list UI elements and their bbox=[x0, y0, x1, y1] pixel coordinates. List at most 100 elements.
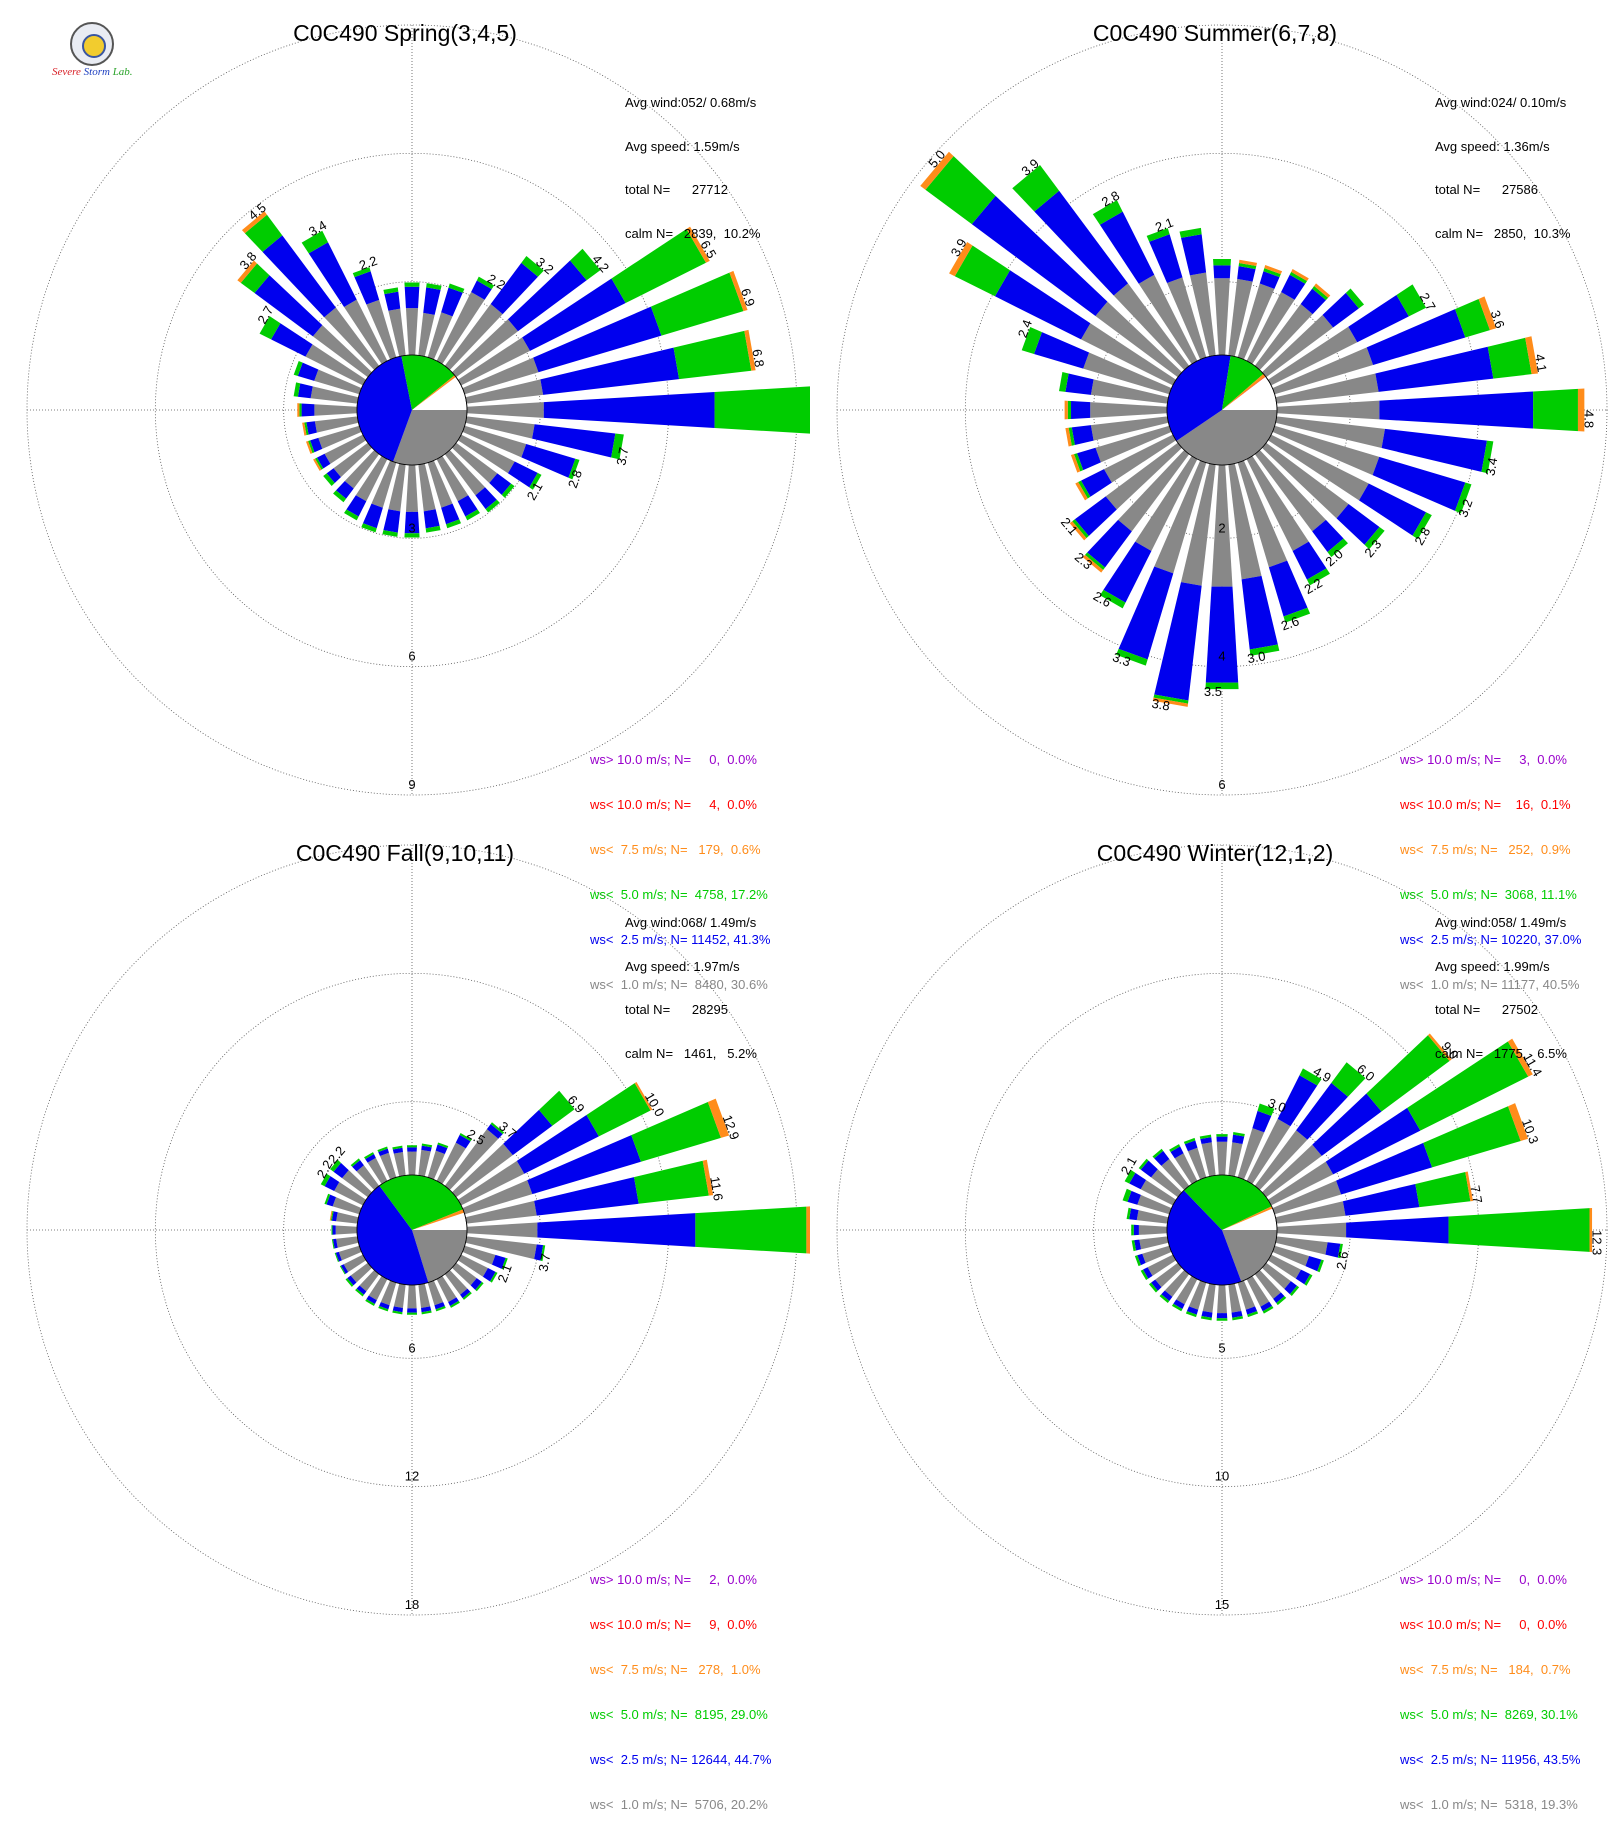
wind-bar-segment bbox=[335, 1225, 358, 1235]
wind-bar-segment bbox=[1231, 1310, 1243, 1318]
wind-bar-segment bbox=[465, 1236, 537, 1260]
speed-legend: ws> 10.0 m/s; N= 2, 0.0% ws< 10.0 m/s; N… bbox=[590, 1542, 771, 1842]
wind-bar-segment bbox=[920, 151, 954, 190]
chart-title: C0C490 Summer(6,7,8) bbox=[1092, 20, 1338, 46]
wind-bar-segment bbox=[490, 262, 538, 315]
stat-total: total N= 28295 bbox=[625, 1002, 728, 1017]
wind-bar-segment bbox=[1245, 1306, 1258, 1315]
ring-scale-label: 6 bbox=[408, 1340, 415, 1355]
bar-value-label: 2.6 bbox=[1333, 1250, 1351, 1270]
wind-bar-segment bbox=[1065, 427, 1072, 447]
wind-bar-segment bbox=[466, 402, 544, 418]
wind-bar-segment bbox=[315, 457, 324, 470]
wind-bar-segment bbox=[446, 519, 462, 529]
legend-item-lt10: ws< 10.0 m/s; N= 0, 0.0% bbox=[1400, 1617, 1567, 1632]
wind-bar-segment bbox=[1281, 274, 1306, 300]
wind-bar-segment bbox=[244, 214, 283, 252]
wind-bar-segment bbox=[297, 403, 300, 417]
wind-bar-segment bbox=[314, 404, 358, 416]
wind-bar-segment bbox=[392, 1306, 403, 1313]
speed-legend: ws> 10.0 m/s; N= 3, 0.0% ws< 10.0 m/s; N… bbox=[1400, 722, 1581, 1022]
wind-bar-segment bbox=[345, 1278, 354, 1287]
wind-bar-segment bbox=[405, 464, 419, 512]
wind-bar-segment bbox=[444, 1269, 468, 1295]
wind-bar-segment bbox=[460, 1288, 471, 1299]
wind-bar-segment bbox=[507, 461, 538, 488]
wind-bar-segment bbox=[1064, 400, 1068, 420]
calm-pie-slice bbox=[1183, 1175, 1272, 1230]
legend-item-lt5: ws< 5.0 m/s; N= 3068, 11.1% bbox=[1400, 887, 1577, 902]
wind-bar-segment bbox=[1246, 1118, 1291, 1185]
wind-bar-segment bbox=[1152, 697, 1189, 707]
wind-bar-segment bbox=[476, 276, 495, 290]
wind-bar-segment bbox=[1375, 346, 1494, 392]
wind-bar-segment bbox=[1423, 1106, 1521, 1168]
wind-bar-segment bbox=[1272, 1245, 1310, 1267]
legend-item-lt5: ws< 5.0 m/s; N= 4758, 17.2% bbox=[590, 887, 768, 902]
university-seal-icon bbox=[70, 22, 114, 66]
wind-bar-segment bbox=[1267, 1254, 1302, 1279]
wind-bar-segment bbox=[1213, 259, 1231, 266]
wind-bar-segment bbox=[332, 1238, 338, 1249]
wind-bar-segment bbox=[407, 1308, 417, 1313]
wind-bar-segment bbox=[366, 1295, 377, 1305]
wind-bar-segment bbox=[293, 382, 301, 397]
wind-bar-segment bbox=[1099, 589, 1126, 609]
wind-bar-segment bbox=[534, 1177, 639, 1216]
wind-bar-segment bbox=[437, 1142, 449, 1149]
wind-bar-segment bbox=[631, 1101, 721, 1162]
wind-bar-segment bbox=[444, 1129, 499, 1191]
wind-bar-segment bbox=[1136, 1210, 1169, 1224]
bar-value-label: 16.1 bbox=[808, 1230, 810, 1255]
wind-bar-segment bbox=[299, 403, 302, 417]
wind-bar-segment bbox=[744, 329, 756, 371]
wind-bar-segment bbox=[427, 1280, 444, 1306]
wind-bar-segment bbox=[241, 211, 267, 234]
calm-pie-slice bbox=[1176, 410, 1277, 465]
wind-bar-segment bbox=[1345, 288, 1365, 309]
calm-pie-slice bbox=[412, 375, 456, 410]
wind-bar-segment bbox=[314, 416, 359, 433]
calm-pie-slice bbox=[1222, 376, 1266, 410]
wind-bar-segment bbox=[1070, 454, 1081, 473]
lab-logo: Severe Storm Lab. bbox=[52, 22, 152, 86]
wind-bar-segment bbox=[1059, 371, 1069, 392]
wind-bar-segment bbox=[361, 523, 377, 533]
wind-bar-segment bbox=[1181, 463, 1216, 586]
wind-bar-segment bbox=[1254, 304, 1313, 371]
ring-scale-label: 9 bbox=[408, 777, 415, 792]
wind-bar-segment bbox=[1314, 283, 1331, 298]
wind-bar-segment bbox=[1237, 1280, 1256, 1310]
wind-bar-segment bbox=[1407, 1041, 1529, 1131]
wind-bar-segment bbox=[1289, 1285, 1300, 1297]
wind-bar-segment bbox=[368, 1275, 388, 1301]
wind-bar-segment bbox=[1095, 301, 1183, 378]
legend-item-lt1: ws< 1.0 m/s; N= 8480, 30.6% bbox=[590, 977, 768, 992]
wind-bar-segment bbox=[1336, 504, 1380, 545]
legend-item-lt10: ws< 10.0 m/s; N= 9, 0.0% bbox=[590, 1617, 757, 1632]
wind-bar-segment bbox=[365, 1299, 375, 1306]
wind-bar-segment bbox=[240, 263, 270, 294]
wind-bar-segment bbox=[1161, 1290, 1173, 1301]
wind-bar-segment bbox=[1481, 440, 1494, 474]
wind-bar-segment bbox=[466, 1222, 538, 1238]
wind-bar-segment bbox=[540, 1245, 546, 1262]
stat-calm: calm N= 2850, 10.3% bbox=[1435, 225, 1571, 241]
wind-bar-segment bbox=[450, 1300, 460, 1308]
wind-bar-segment bbox=[1142, 1245, 1172, 1264]
wind-bar-segment bbox=[462, 1180, 533, 1215]
wind-bar-segment bbox=[1216, 1313, 1228, 1319]
wind-bar-segment bbox=[533, 306, 662, 373]
wind-bar-segment bbox=[1427, 1033, 1452, 1062]
logo-text-severe: Severe bbox=[52, 66, 81, 78]
wind-bar-segment bbox=[527, 1135, 641, 1195]
wind-bar-segment bbox=[305, 440, 313, 454]
wind-bar-segment bbox=[1306, 568, 1330, 586]
wind-bar-segment bbox=[1181, 234, 1207, 276]
wind-bar-segment bbox=[1202, 1283, 1216, 1313]
wind-bar-segment bbox=[355, 1288, 364, 1297]
wind-bar-segment bbox=[1247, 1311, 1259, 1318]
stat-total: total N= 27712 bbox=[625, 182, 728, 197]
wind-bar-segment bbox=[330, 1211, 334, 1221]
wind-bar-segment bbox=[465, 379, 544, 404]
